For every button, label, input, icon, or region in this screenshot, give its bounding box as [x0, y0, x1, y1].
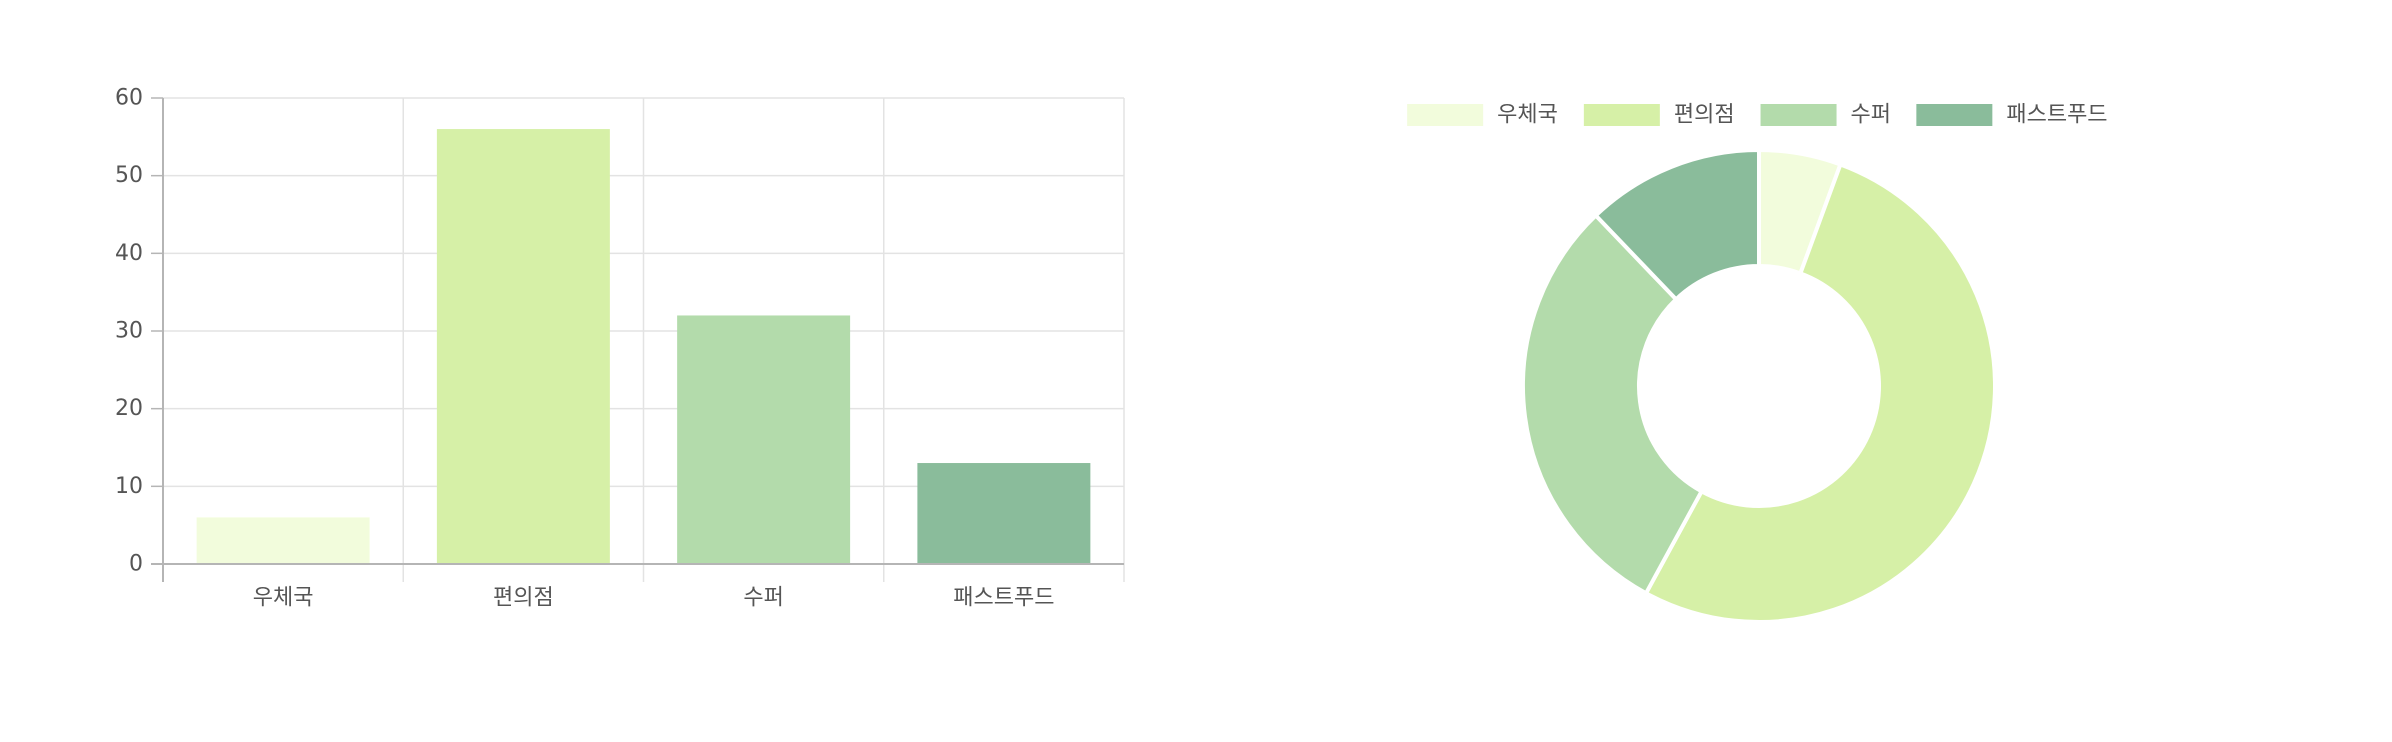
doughnut-legend-item: 수퍼	[1760, 103, 1891, 128]
bar-item-1	[196, 517, 370, 564]
bar-x-tick-label: 편의점	[493, 586, 554, 611]
bar-x-tick-label: 우체국	[253, 586, 314, 611]
doughnut-slice-item-4	[1593, 148, 1761, 302]
doughnut-legend-swatch	[1760, 104, 1837, 126]
doughnut-slice-item-3	[1521, 213, 1704, 596]
bar-y-tick-label: 30	[115, 319, 143, 344]
bar-chart: 0 10 20 30 40 50 60 우체국 편의점 수퍼 패스트푸드	[0, 0, 1196, 738]
doughnut-chart-svg: 우체국 편의점 수퍼 패스트푸드	[1407, 103, 2108, 624]
doughnut-legend-item: 우체국	[1407, 103, 1558, 128]
doughnut-legend-label: 수퍼	[1851, 103, 1891, 128]
doughnut-legend-swatch	[1916, 104, 1993, 126]
doughnut-chart: 우체국 편의점 수퍼 패스트푸드	[1196, 0, 2392, 738]
bar-series	[196, 129, 1091, 565]
bar-y-ticks: 0 10 20 30 40 50 60	[115, 86, 163, 577]
doughnut-slices	[1521, 148, 1997, 624]
doughnut-legend-item: 편의점	[1583, 103, 1735, 128]
bar-gridlines	[163, 97, 1125, 582]
doughnut-legend-swatch	[1407, 104, 1484, 126]
bar-axes	[151, 98, 1124, 582]
bar-y-tick-label: 50	[115, 163, 143, 188]
doughnut-legend-label: 패스트푸드	[2006, 103, 2107, 128]
bar-item-4	[917, 463, 1091, 564]
bar-x-tick-label: 패스트푸드	[953, 586, 1054, 611]
bar-x-tick-label: 수퍼	[743, 586, 783, 611]
bar-x-ticks: 우체국 편의점 수퍼 패스트푸드	[253, 586, 1055, 611]
bar-chart-svg: 0 10 20 30 40 50 60 우체국 편의점 수퍼 패스트푸드	[115, 86, 1125, 611]
doughnut-legend-label: 편의점	[1674, 103, 1735, 128]
doughnut-legend: 우체국 편의점 수퍼 패스트푸드	[1407, 103, 2108, 128]
doughnut-legend-label: 우체국	[1497, 103, 1558, 128]
bar-item-2	[436, 129, 610, 565]
bar-y-tick-label: 0	[129, 552, 143, 577]
bar-y-tick-label: 40	[115, 241, 143, 266]
bar-y-tick-label: 10	[115, 474, 143, 499]
doughnut-legend-item: 패스트푸드	[1916, 103, 2108, 128]
doughnut-slice-item-2	[1644, 162, 1997, 624]
doughnut-legend-swatch	[1583, 104, 1660, 126]
bar-y-tick-label: 20	[115, 396, 143, 421]
bar-item-3	[677, 315, 851, 564]
bar-y-tick-label: 60	[115, 86, 143, 111]
